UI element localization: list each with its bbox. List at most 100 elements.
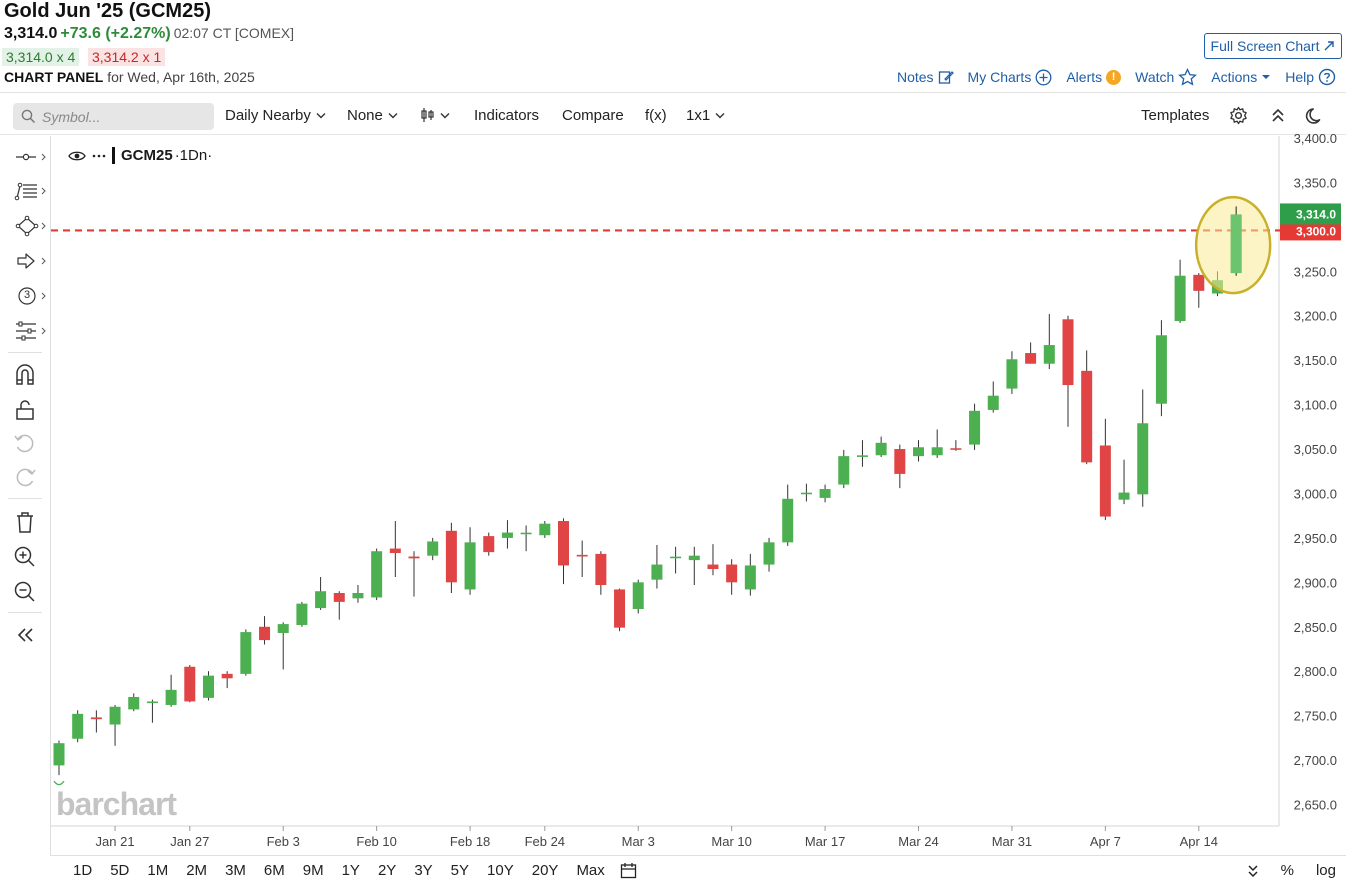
- candle[interactable]: [1043, 313, 1055, 370]
- candle[interactable]: [277, 622, 289, 670]
- candle[interactable]: [595, 551, 607, 595]
- range-5y[interactable]: 5Y: [450, 862, 470, 879]
- chart-type-dropdown[interactable]: [420, 107, 450, 123]
- candle[interactable]: [408, 551, 420, 597]
- range-10y[interactable]: 10Y: [487, 862, 514, 879]
- overlay-dropdown[interactable]: None: [347, 107, 398, 124]
- candle[interactable]: [128, 693, 140, 712]
- candle[interactable]: [1081, 350, 1093, 465]
- layout-dropdown[interactable]: 1x1: [686, 107, 725, 124]
- percent-scale-toggle[interactable]: %: [1280, 862, 1294, 879]
- zoom-out-button[interactable]: [12, 579, 46, 605]
- candle[interactable]: [875, 436, 887, 458]
- range-5d[interactable]: 5D: [110, 862, 130, 879]
- candle[interactable]: [950, 440, 962, 451]
- candle[interactable]: [1118, 459, 1130, 505]
- candle[interactable]: [576, 540, 588, 578]
- symbol-search[interactable]: Symbol...: [13, 103, 214, 130]
- candle[interactable]: [557, 518, 569, 585]
- range-1y[interactable]: 1Y: [341, 862, 360, 879]
- candle[interactable]: [763, 537, 775, 572]
- candle[interactable]: [856, 440, 868, 467]
- candle[interactable]: [539, 521, 551, 538]
- count-tool[interactable]: 3: [12, 283, 46, 309]
- period-dropdown[interactable]: Daily Nearby: [225, 107, 326, 124]
- candle[interactable]: [315, 577, 327, 610]
- undo-button[interactable]: [12, 431, 46, 457]
- candle[interactable]: [819, 484, 831, 503]
- candle[interactable]: [1062, 315, 1074, 427]
- candle[interactable]: [1174, 259, 1186, 323]
- range-20y[interactable]: 20Y: [531, 862, 559, 879]
- candle[interactable]: [632, 579, 644, 614]
- candle[interactable]: [109, 704, 121, 746]
- candle[interactable]: [651, 545, 663, 589]
- candle[interactable]: [800, 483, 812, 502]
- candle[interactable]: [987, 381, 999, 413]
- candle[interactable]: [1193, 273, 1205, 308]
- candle[interactable]: [464, 527, 476, 595]
- candle[interactable]: [240, 629, 252, 676]
- shape-tool[interactable]: [12, 213, 46, 239]
- range-3y[interactable]: 3Y: [414, 862, 433, 879]
- candle[interactable]: [165, 674, 177, 707]
- range-1d[interactable]: 1D: [73, 862, 93, 879]
- candle[interactable]: [969, 403, 981, 450]
- log-scale-toggle[interactable]: log: [1315, 862, 1336, 879]
- candle[interactable]: [483, 532, 495, 556]
- candle[interactable]: [894, 444, 906, 489]
- candle[interactable]: [670, 546, 682, 574]
- range-2y[interactable]: 2Y: [377, 862, 397, 879]
- measure-tool[interactable]: [12, 318, 46, 344]
- range-2m[interactable]: 2M: [186, 862, 208, 879]
- candle[interactable]: [1137, 389, 1149, 507]
- candle[interactable]: [90, 710, 102, 733]
- candle[interactable]: [371, 548, 383, 601]
- candle[interactable]: [838, 449, 850, 489]
- candle[interactable]: [53, 740, 65, 776]
- candle[interactable]: [1155, 320, 1167, 417]
- function-button[interactable]: f(x): [645, 107, 667, 124]
- candle[interactable]: [707, 544, 719, 576]
- range-6m[interactable]: 6M: [263, 862, 285, 879]
- candle[interactable]: [1025, 342, 1037, 364]
- arrow-tool[interactable]: [12, 248, 46, 274]
- double-chevron-down-icon[interactable]: [1247, 864, 1259, 878]
- candle[interactable]: [913, 440, 925, 462]
- candle[interactable]: [445, 522, 457, 593]
- candle[interactable]: [202, 671, 214, 701]
- collapse-header-button[interactable]: [1271, 107, 1285, 123]
- my-charts-link[interactable]: My Charts: [968, 69, 1053, 86]
- calendar-icon[interactable]: [620, 862, 637, 879]
- candle[interactable]: [184, 664, 196, 703]
- magnet-tool[interactable]: [12, 362, 46, 388]
- redo-button[interactable]: [12, 465, 46, 491]
- zoom-in-button[interactable]: [12, 544, 46, 570]
- candle[interactable]: [1006, 351, 1018, 394]
- candle[interactable]: [520, 525, 532, 552]
- candle[interactable]: [614, 588, 626, 632]
- eye-icon[interactable]: [68, 150, 86, 162]
- candle[interactable]: [427, 537, 439, 561]
- full-screen-chart-button[interactable]: Full Screen Chart: [1204, 33, 1342, 59]
- candle[interactable]: [146, 699, 158, 723]
- line-tool[interactable]: [12, 144, 46, 170]
- templates-button[interactable]: Templates: [1141, 107, 1210, 124]
- candle[interactable]: [1099, 418, 1111, 521]
- actions-menu[interactable]: Actions: [1211, 69, 1271, 85]
- candle[interactable]: [782, 484, 794, 546]
- settings-button[interactable]: [1229, 106, 1248, 125]
- compare-button[interactable]: Compare: [562, 107, 624, 124]
- fibonacci-tool[interactable]: [12, 178, 46, 204]
- candle[interactable]: [744, 553, 756, 596]
- candle[interactable]: [333, 591, 345, 620]
- help-link[interactable]: Help: [1285, 68, 1336, 86]
- candle[interactable]: [501, 520, 513, 549]
- dark-mode-button[interactable]: [1305, 106, 1325, 126]
- lock-tool[interactable]: [12, 397, 46, 423]
- range-1m[interactable]: 1M: [147, 862, 169, 879]
- candle[interactable]: [352, 584, 364, 603]
- candle[interactable]: [221, 671, 233, 689]
- delete-drawings-button[interactable]: [12, 509, 46, 535]
